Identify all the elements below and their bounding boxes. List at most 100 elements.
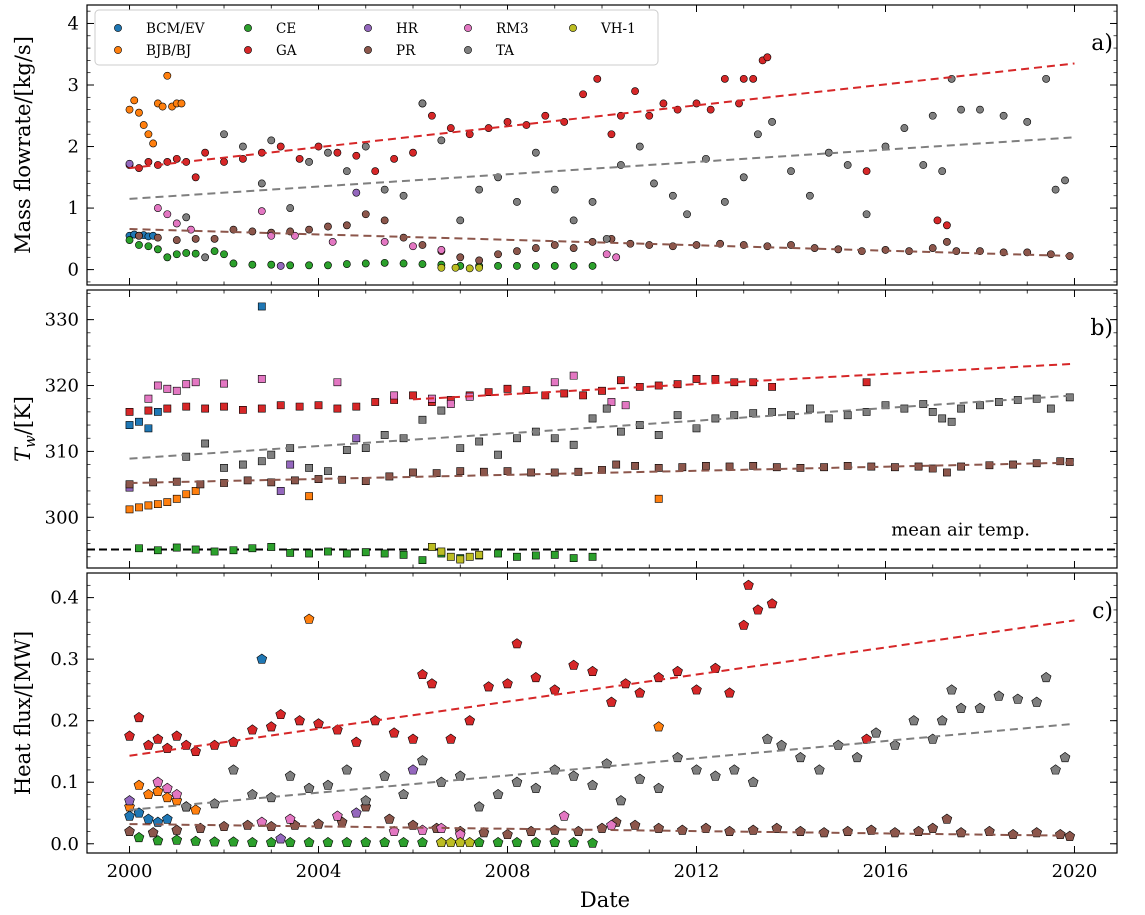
data-point: [220, 250, 228, 259]
series-bcm-ev: [125, 302, 266, 433]
data-point: [710, 770, 721, 781]
data-point: [361, 210, 370, 219]
data-point: [550, 378, 559, 387]
data-point: [267, 543, 276, 551]
data-point: [549, 684, 561, 695]
data-point: [267, 260, 276, 269]
data-point: [862, 167, 871, 176]
data-point: [678, 463, 687, 472]
legend-item: TA: [464, 43, 514, 59]
data-point: [928, 111, 937, 120]
data-point: [936, 715, 948, 726]
data-point: [943, 221, 951, 230]
data-point: [125, 105, 134, 114]
data-point: [752, 604, 764, 615]
legend-item: HR: [364, 21, 419, 37]
data-point: [928, 244, 937, 252]
data-point: [724, 687, 735, 698]
series-pr: [124, 801, 1076, 841]
data-point: [143, 739, 154, 750]
data-point: [889, 827, 901, 838]
x-tick-label: 2004: [296, 861, 342, 882]
data-point: [974, 702, 986, 713]
data-point: [465, 264, 474, 273]
data-point: [418, 99, 427, 108]
data-point: [417, 824, 428, 835]
data-point: [549, 836, 561, 848]
data-point: [172, 236, 181, 244]
data-point: [720, 198, 729, 206]
data-point: [587, 837, 598, 848]
legend-box: [94, 9, 659, 66]
data-point: [324, 148, 332, 157]
data-point: [768, 407, 776, 416]
data-point: [558, 810, 570, 821]
data-point: [163, 384, 172, 393]
data-point: [607, 130, 616, 139]
data-point: [284, 836, 296, 848]
data-point: [432, 469, 441, 478]
x-tick-label: 2016: [863, 861, 909, 882]
data-point: [503, 118, 512, 126]
data-point: [257, 302, 266, 311]
y-tick-label: 4: [68, 13, 79, 34]
data-point: [139, 121, 148, 129]
data-point: [862, 210, 871, 219]
data-point: [857, 247, 866, 256]
data-point: [284, 770, 296, 781]
data-point: [475, 185, 484, 194]
data-point: [399, 191, 408, 200]
data-point: [352, 402, 361, 411]
data-point: [749, 74, 758, 83]
data-point: [569, 554, 578, 563]
data-point: [276, 262, 285, 270]
data-point: [191, 378, 200, 387]
panel-1: 0 1 2 3 4 Mass flowrate/[kg/s] a): [11, 4, 1118, 286]
data-point: [322, 779, 334, 790]
data-point: [172, 154, 181, 163]
data-point: [824, 414, 833, 423]
data-point: [616, 427, 625, 436]
data-point: [171, 834, 183, 845]
data-point: [209, 836, 220, 847]
data-point: [210, 234, 219, 243]
data-point: [1061, 176, 1069, 185]
data-point: [653, 721, 664, 732]
data-point: [371, 398, 380, 406]
data-point: [135, 417, 143, 426]
data-point: [182, 249, 191, 257]
data-point: [153, 500, 162, 508]
data-point: [635, 142, 644, 151]
data-point: [891, 463, 899, 472]
data-point: [454, 836, 466, 848]
data-point: [191, 545, 200, 554]
data-point: [456, 555, 465, 564]
data-point: [602, 234, 611, 243]
data-point: [172, 494, 181, 503]
data-point: [525, 825, 537, 836]
data-point: [588, 198, 597, 206]
data-point: [295, 402, 304, 411]
data-point: [631, 87, 639, 96]
data-point: [621, 401, 630, 410]
data-point: [513, 434, 521, 443]
data-point: [511, 776, 523, 787]
y-tick-label: 0: [68, 260, 79, 281]
data-point: [163, 71, 172, 80]
panel-2: 300 310 320 330 Tw/[K] mean air temp. b): [11, 289, 1118, 569]
series-rm3: [153, 204, 621, 262]
data-point: [1040, 672, 1052, 683]
data-point: [650, 179, 658, 188]
data-point: [747, 776, 759, 787]
data-point: [399, 550, 408, 559]
data-point: [124, 795, 135, 806]
data-point: [201, 253, 210, 262]
data-point: [418, 260, 427, 268]
y-tick-label: 2: [68, 137, 79, 158]
legend-label: TA: [496, 43, 514, 59]
series-hr: [124, 764, 419, 844]
data-point: [248, 260, 257, 269]
data-point: [247, 836, 258, 848]
data-point: [889, 739, 901, 750]
data-point: [333, 378, 342, 387]
